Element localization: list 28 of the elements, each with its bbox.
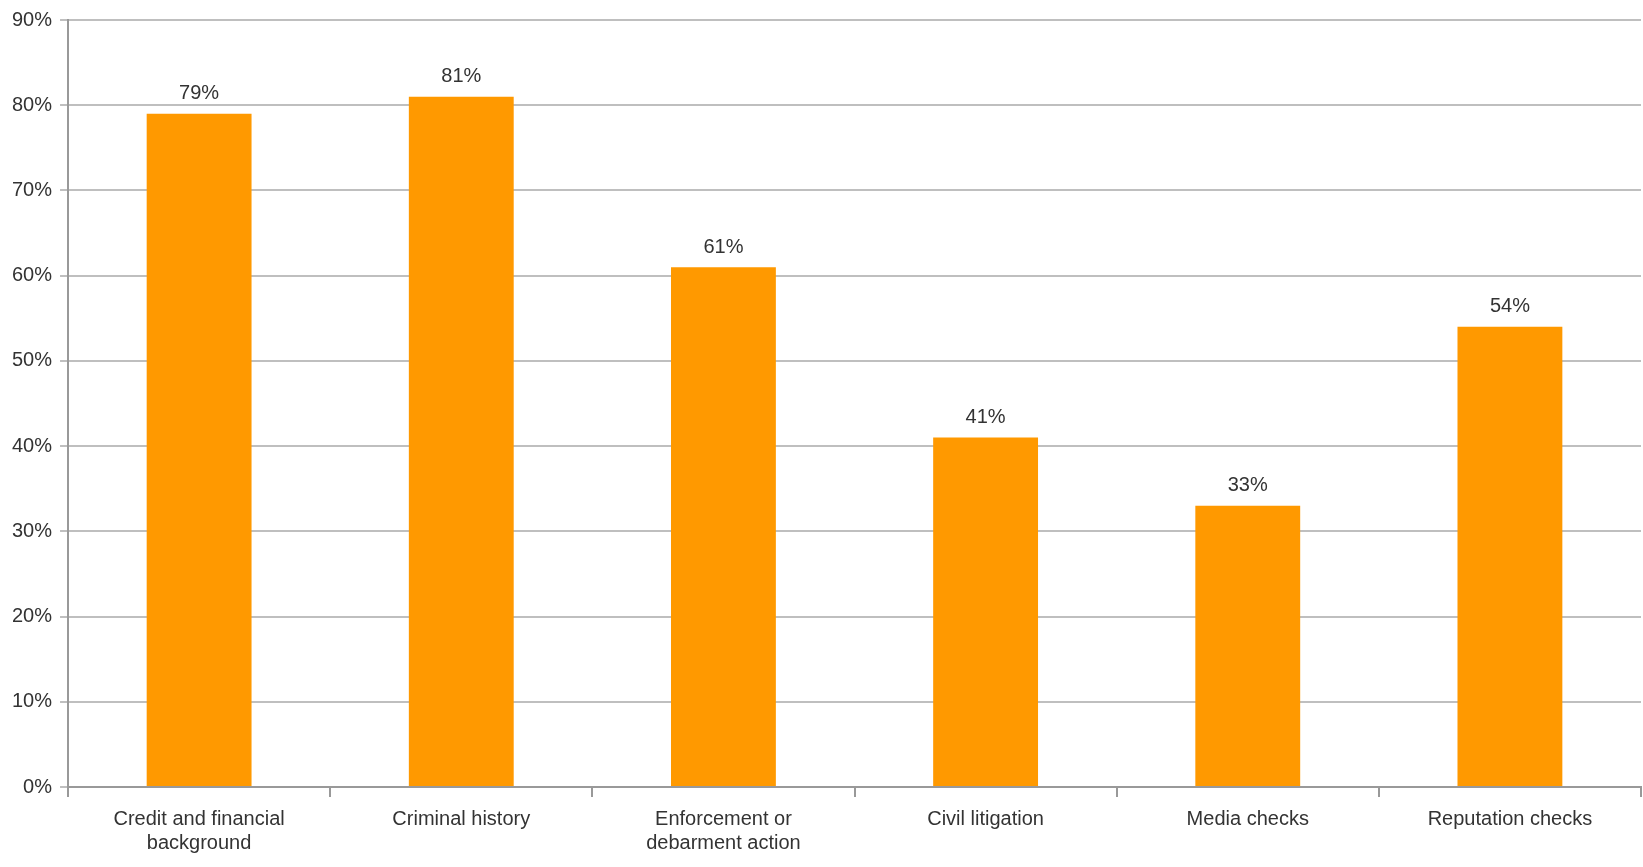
x-tick-label: Credit and financial background [113,806,285,853]
y-tick-label: 20% [12,604,53,627]
y-tick-label: 30% [12,518,53,541]
y-tick-label: 90% [12,7,53,30]
y-tick-label: 0% [23,774,53,797]
x-tick-label: Reputation checks [1427,806,1593,829]
bar [1457,326,1563,786]
data-label: 79% [179,81,220,104]
bar [671,267,776,786]
x-tick-label: Media checks [1186,806,1309,829]
data-label: 61% [703,234,744,257]
y-tick-label: 50% [12,348,53,371]
x-tick-label: Enforcement or debarment action [646,806,801,853]
bar [408,96,514,786]
bar [146,113,252,786]
y-tick-label: 60% [12,263,53,286]
data-label: 54% [1489,294,1531,317]
data-label: 41% [965,405,1006,428]
bar [1195,505,1301,786]
y-tick-label: 40% [12,433,53,456]
x-tick-label: Criminal history [392,806,531,829]
x-tick-label: Civil litigation [927,806,1044,829]
data-label: 81% [441,64,482,87]
y-tick-label: 10% [12,689,53,712]
data-label: 33% [1227,473,1268,496]
y-tick-label: 70% [12,177,53,200]
y-tick-label: 80% [12,92,53,115]
bar [933,437,1039,786]
